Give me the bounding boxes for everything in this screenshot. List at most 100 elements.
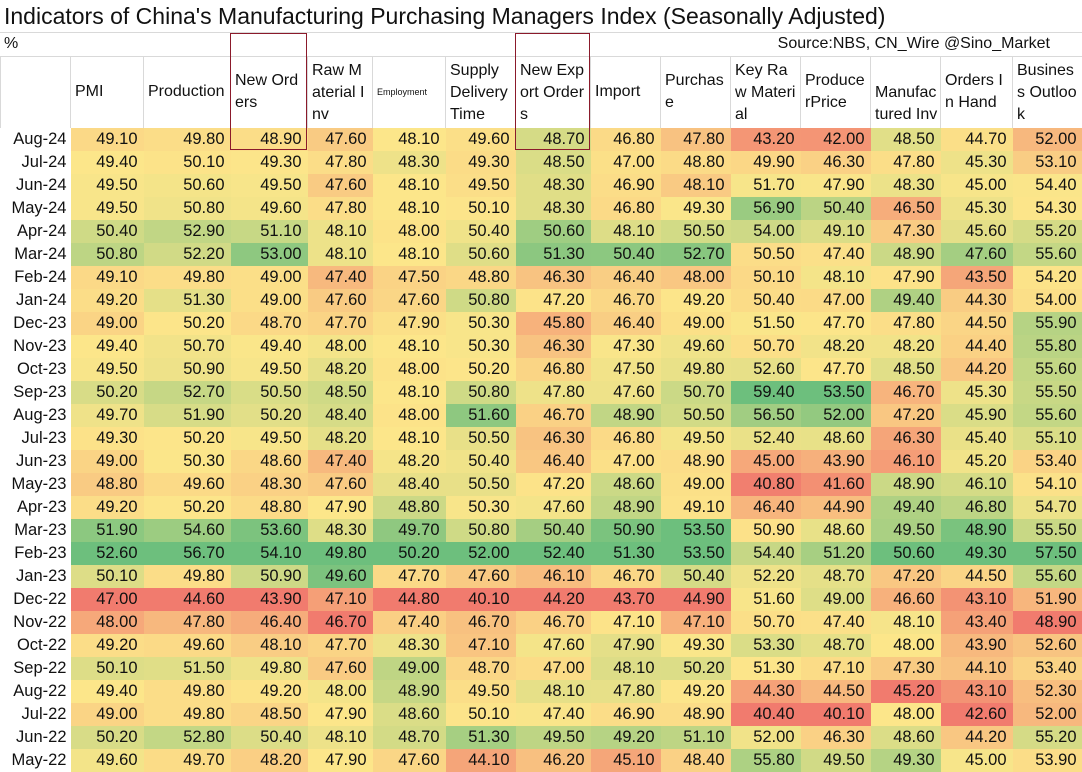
cell-new-export-orders: 49.50 [516, 726, 591, 749]
cell-business-outlook: 55.90 [1013, 312, 1082, 335]
cell-raw-material-inv: 47.70 [308, 312, 373, 335]
cell-new-orders: 48.50 [231, 703, 308, 726]
cell-manufactured-inv: 48.00 [871, 703, 941, 726]
cell-business-outlook: 54.20 [1013, 266, 1082, 289]
cell-producerprice: 49.00 [801, 588, 871, 611]
cell-manufactured-inv: 46.70 [871, 381, 941, 404]
cell-supply-delivery-time: 50.10 [446, 703, 516, 726]
cell-orders-in-hand: 44.20 [941, 358, 1013, 381]
cell-pmi: 49.50 [71, 197, 144, 220]
cell-production: 50.10 [144, 151, 231, 174]
cell-purchase: 47.80 [661, 128, 731, 151]
cell-pmi: 50.10 [71, 657, 144, 680]
cell-employment: 48.30 [373, 634, 446, 657]
cell-business-outlook: 48.90 [1013, 611, 1082, 634]
cell-key-raw-material: 52.00 [731, 726, 801, 749]
cell-orders-in-hand: 44.50 [941, 565, 1013, 588]
cell-pmi: 50.20 [71, 381, 144, 404]
cell-orders-in-hand: 45.00 [941, 749, 1013, 772]
cell-manufactured-inv: 48.00 [871, 634, 941, 657]
cell-producerprice: 47.70 [801, 358, 871, 381]
cell-orders-in-hand: 45.30 [941, 381, 1013, 404]
cell-producerprice: 41.60 [801, 473, 871, 496]
cell-pmi: 49.60 [71, 749, 144, 772]
cell-import: 47.50 [591, 358, 661, 381]
cell-import: 46.80 [591, 427, 661, 450]
cell-new-orders: 48.60 [231, 450, 308, 473]
cell-production: 50.80 [144, 197, 231, 220]
cell-supply-delivery-time: 50.80 [446, 519, 516, 542]
header-date [1, 57, 71, 128]
cell-import: 46.80 [591, 128, 661, 151]
cell-purchase: 50.40 [661, 565, 731, 588]
cell-import: 47.00 [591, 450, 661, 473]
cell-new-orders: 53.60 [231, 519, 308, 542]
row-date: Feb-23 [1, 542, 71, 565]
row-date: Jun-23 [1, 450, 71, 473]
cell-key-raw-material: 56.90 [731, 197, 801, 220]
cell-new-orders: 49.00 [231, 266, 308, 289]
cell-new-export-orders: 50.60 [516, 220, 591, 243]
cell-new-orders: 48.90 [231, 128, 308, 151]
cell-manufactured-inv: 46.60 [871, 588, 941, 611]
cell-key-raw-material: 51.30 [731, 657, 801, 680]
cell-supply-delivery-time: 50.80 [446, 381, 516, 404]
cell-raw-material-inv: 47.90 [308, 749, 373, 772]
cell-orders-in-hand: 44.30 [941, 289, 1013, 312]
cell-production: 47.80 [144, 611, 231, 634]
cell-key-raw-material: 40.80 [731, 473, 801, 496]
cell-employment: 48.00 [373, 404, 446, 427]
cell-employment: 44.80 [373, 588, 446, 611]
cell-orders-in-hand: 44.70 [941, 128, 1013, 151]
cell-supply-delivery-time: 48.80 [446, 266, 516, 289]
row-date: Jan-24 [1, 289, 71, 312]
cell-pmi: 49.10 [71, 266, 144, 289]
cell-pmi: 49.10 [71, 128, 144, 151]
cell-raw-material-inv: 48.10 [308, 220, 373, 243]
cell-orders-in-hand: 45.30 [941, 151, 1013, 174]
cell-supply-delivery-time: 50.30 [446, 496, 516, 519]
cell-manufactured-inv: 47.20 [871, 565, 941, 588]
cell-production: 50.20 [144, 496, 231, 519]
cell-import: 43.70 [591, 588, 661, 611]
cell-business-outlook: 54.10 [1013, 473, 1082, 496]
cell-supply-delivery-time: 50.10 [446, 197, 516, 220]
cell-import: 47.90 [591, 634, 661, 657]
cell-orders-in-hand: 43.40 [941, 611, 1013, 634]
header-orders-in-hand: Orders In Hand [941, 57, 1013, 128]
cell-purchase: 49.30 [661, 634, 731, 657]
cell-manufactured-inv: 47.80 [871, 312, 941, 335]
cell-supply-delivery-time: 44.10 [446, 749, 516, 772]
cell-manufactured-inv: 48.20 [871, 335, 941, 358]
cell-employment: 47.50 [373, 266, 446, 289]
row-date: May-24 [1, 197, 71, 220]
cell-purchase: 49.80 [661, 358, 731, 381]
cell-supply-delivery-time: 49.50 [446, 174, 516, 197]
cell-producerprice: 44.90 [801, 496, 871, 519]
cell-manufactured-inv: 47.30 [871, 220, 941, 243]
cell-new-export-orders: 47.80 [516, 381, 591, 404]
header-pmi: PMI [71, 57, 144, 128]
cell-orders-in-hand: 43.90 [941, 634, 1013, 657]
cell-business-outlook: 53.90 [1013, 749, 1082, 772]
cell-new-orders: 48.30 [231, 473, 308, 496]
cell-import: 46.40 [591, 266, 661, 289]
cell-production: 49.80 [144, 266, 231, 289]
cell-new-orders: 48.20 [231, 749, 308, 772]
cell-import: 47.00 [591, 151, 661, 174]
cell-new-export-orders: 51.30 [516, 243, 591, 266]
cell-key-raw-material: 52.40 [731, 427, 801, 450]
cell-production: 50.90 [144, 358, 231, 381]
cell-purchase: 49.50 [661, 427, 731, 450]
cell-producerprice: 43.90 [801, 450, 871, 473]
cell-manufactured-inv: 49.50 [871, 519, 941, 542]
cell-business-outlook: 55.20 [1013, 220, 1082, 243]
cell-raw-material-inv: 47.40 [308, 266, 373, 289]
cell-purchase: 52.70 [661, 243, 731, 266]
